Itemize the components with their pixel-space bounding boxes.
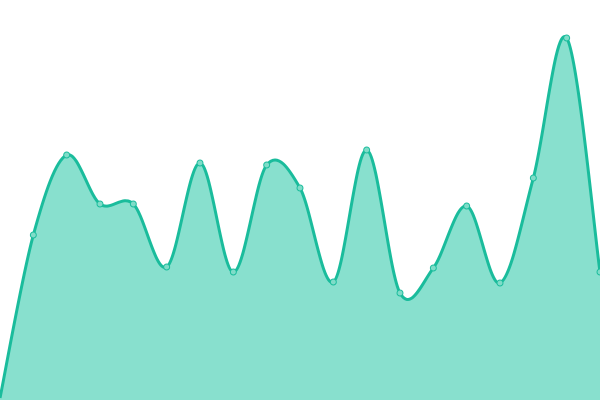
data-point — [429, 264, 437, 272]
data-point — [96, 200, 104, 208]
data-point — [596, 268, 600, 276]
data-point — [63, 151, 71, 159]
data-point — [163, 263, 171, 271]
data-point — [129, 200, 137, 208]
data-point — [396, 289, 404, 297]
data-point — [496, 279, 504, 287]
data-point — [563, 34, 571, 42]
area-fill — [0, 36, 600, 400]
data-point — [329, 278, 337, 286]
data-point — [363, 146, 371, 154]
data-point — [529, 174, 537, 182]
data-point — [196, 159, 204, 167]
data-point — [229, 268, 237, 276]
data-point — [296, 184, 304, 192]
data-point — [463, 202, 471, 210]
data-point — [263, 161, 271, 169]
data-point — [29, 231, 37, 239]
data-markers — [29, 34, 600, 297]
